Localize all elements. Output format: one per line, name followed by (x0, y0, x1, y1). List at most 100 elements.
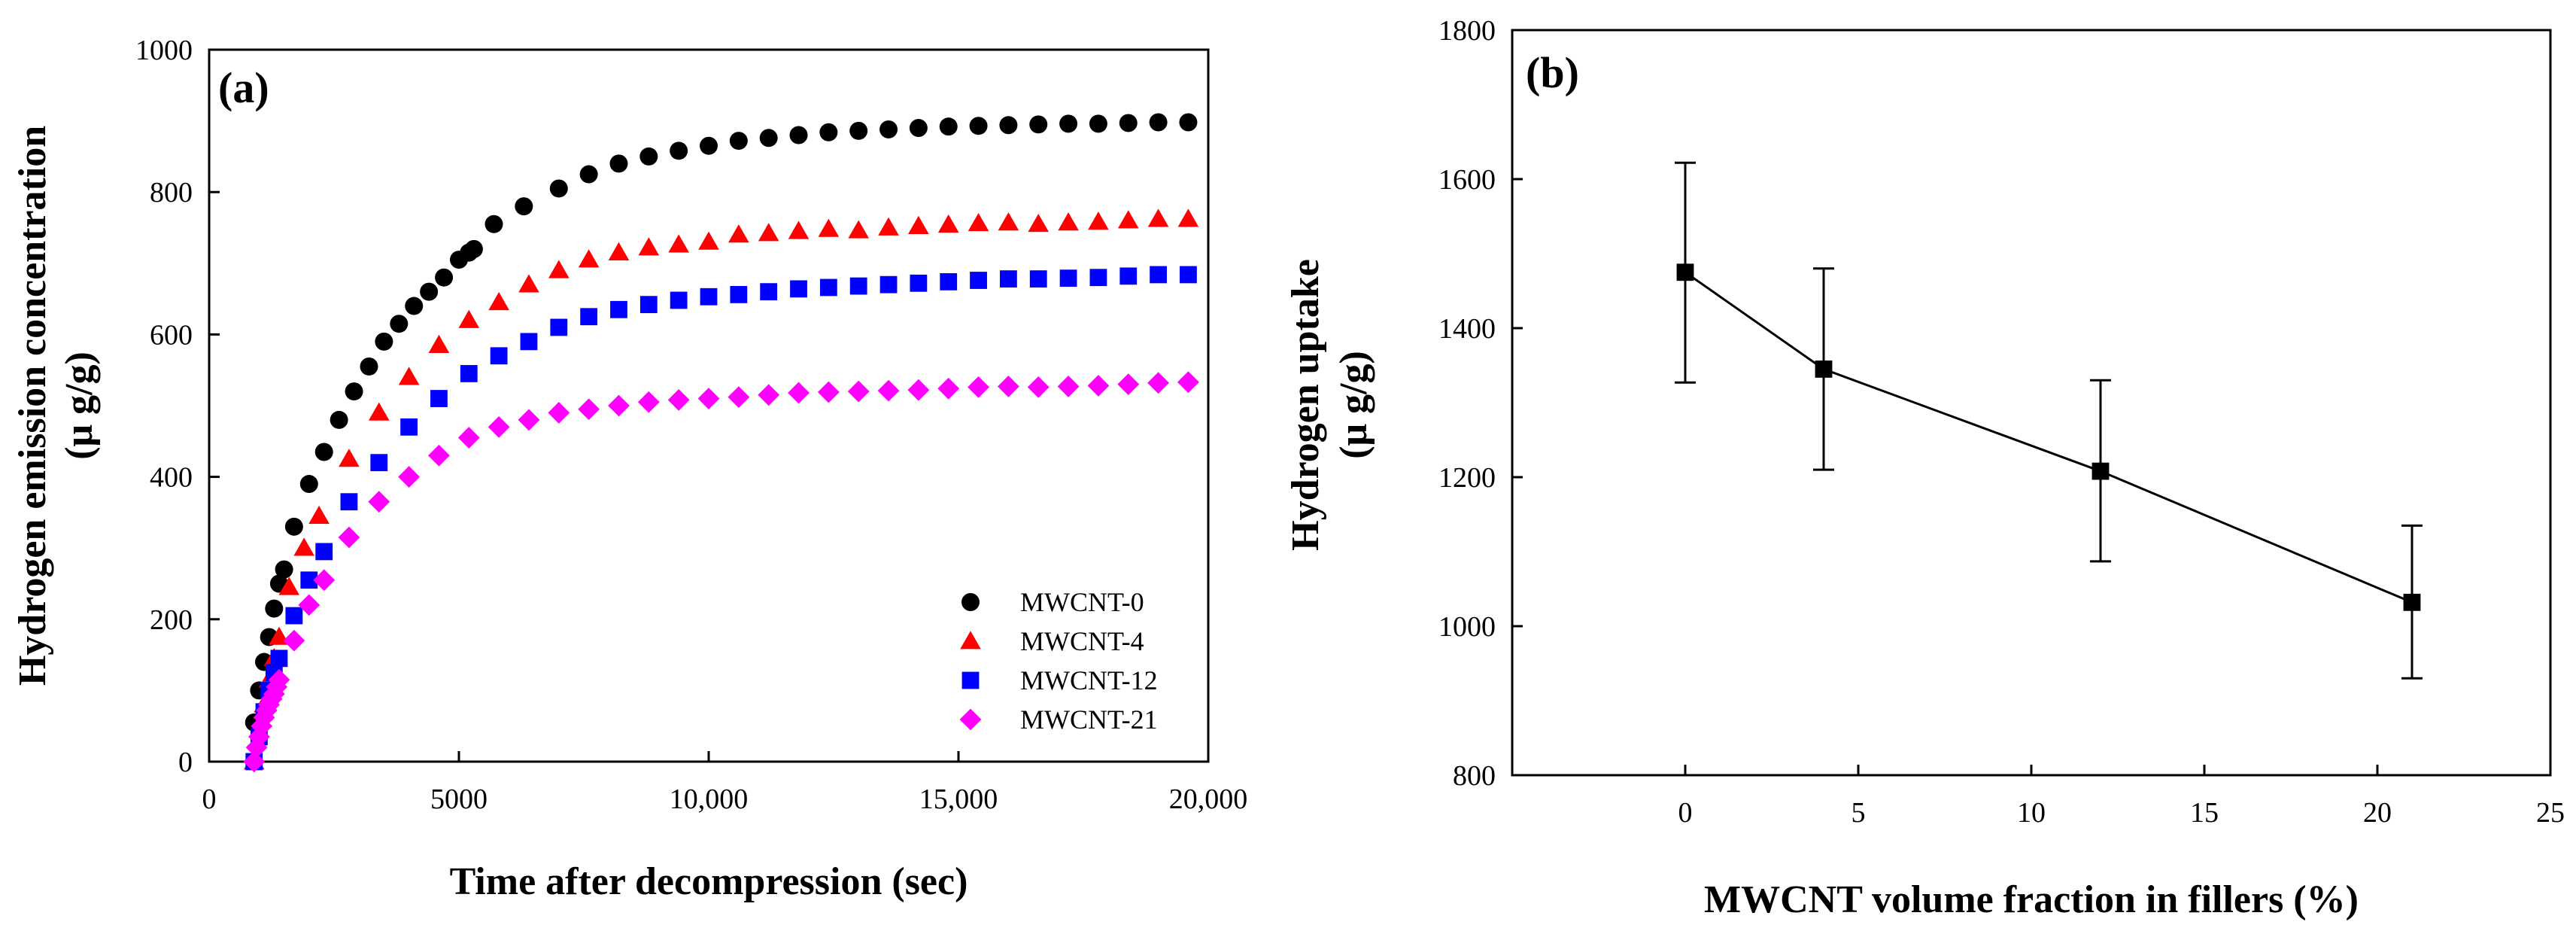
panel-a-y-tick-label: 600 (150, 319, 193, 351)
panel-a-point-mwcnt-12 (490, 347, 508, 365)
panel-b-series-line (1684, 271, 2413, 604)
panel-a-point-mwcnt-12 (1180, 266, 1197, 284)
panel-a-point-mwcnt-4 (608, 242, 630, 260)
panel-a-point-mwcnt-12 (300, 571, 318, 589)
panel-a-point-mwcnt-21 (457, 427, 480, 449)
panel-b-x-tick-label: 5 (1852, 797, 1866, 829)
panel-a-point-mwcnt-12 (460, 365, 478, 382)
panel-a-point-mwcnt-12 (670, 291, 688, 309)
panel-a-point-mwcnt-0 (360, 357, 378, 376)
panel-a-point-mwcnt-4 (1088, 211, 1109, 230)
panel-a-point-mwcnt-0 (275, 560, 293, 579)
panel-a-point-mwcnt-0 (969, 117, 988, 135)
panel-a-point-mwcnt-12 (285, 607, 303, 625)
panel-a-point-mwcnt-4 (1177, 208, 1199, 227)
panel-a-point-mwcnt-0 (435, 268, 454, 287)
panel-a-point-mwcnt-21 (1057, 376, 1080, 397)
panel-a-x-tick-label: 15,000 (919, 783, 998, 815)
panel-a-point-mwcnt-21 (1027, 376, 1050, 398)
panel-a-point-mwcnt-0 (330, 410, 348, 429)
panel-a-point-mwcnt-12 (1059, 269, 1077, 287)
panel-a-point-mwcnt-0 (939, 117, 958, 136)
panel-a-point-mwcnt-21 (298, 594, 320, 616)
panel-a-point-mwcnt-12 (790, 280, 807, 298)
panel-a-point-mwcnt-12 (940, 272, 958, 291)
panel-a-point-mwcnt-21 (637, 391, 660, 413)
legend-marker-mwcnt-0 (961, 593, 980, 611)
panel-a-point-mwcnt-21 (877, 379, 900, 402)
panel-b-x-tick-label: 0 (1678, 797, 1693, 829)
panel-a-point-mwcnt-0 (420, 282, 439, 301)
panel-a-point-mwcnt-0 (879, 120, 898, 138)
panel-a-point-mwcnt-0 (284, 517, 303, 536)
panel-a-point-mwcnt-12 (849, 277, 867, 295)
panel-a-point-mwcnt-12 (1089, 269, 1107, 287)
panel-a-point-mwcnt-4 (458, 309, 480, 328)
panel-b-x-tick-label: 15 (2190, 797, 2219, 829)
panel-a-point-mwcnt-21 (1147, 372, 1169, 394)
panel-a-x-axis-title: Time after decompression (sec) (450, 860, 968, 903)
panel-a-point-mwcnt-12 (520, 333, 538, 351)
panel-a-point-mwcnt-21 (313, 569, 336, 592)
panel-a-point-mwcnt-0 (1119, 114, 1138, 132)
panel-a-point-mwcnt-12 (370, 454, 388, 472)
panel-b: 0 5 10 15 20 25 800 1000 1200 1400 1600 1800 (b) M… (1284, 15, 2565, 921)
panel-a-point-mwcnt-4 (1028, 213, 1050, 233)
panel-a-y-tick-label: 1000 (135, 35, 193, 66)
panel-a-point-mwcnt-4 (698, 231, 719, 250)
panel-a-point-mwcnt-12 (970, 272, 987, 289)
panel-a-point-mwcnt-12 (400, 418, 418, 436)
panel-a-point-mwcnt-0 (405, 297, 424, 315)
panel-a-point-mwcnt-0 (670, 141, 688, 160)
panel-a-y-tick-label: 800 (150, 177, 193, 208)
legend-marker-mwcnt-12 (961, 671, 980, 689)
panel-a-point-mwcnt-4 (668, 234, 689, 253)
panel-a-point-mwcnt-4 (548, 260, 570, 278)
panel-a-point-mwcnt-0 (729, 132, 748, 151)
panel-a-point-mwcnt-0 (515, 197, 533, 216)
panel-a-point-mwcnt-12 (1150, 266, 1167, 284)
panel-a-point-mwcnt-21 (268, 668, 290, 691)
panel-a-point-mwcnt-4 (788, 221, 810, 239)
panel-a-point-mwcnt-4 (428, 334, 450, 353)
panel-a-point-mwcnt-12 (760, 283, 778, 301)
panel-a-point-mwcnt-21 (243, 750, 266, 773)
panel-a-point-mwcnt-21 (968, 376, 989, 398)
panel-a-x-tick-label: 0 (202, 783, 217, 815)
panel-b-label: (b) (1526, 48, 1579, 97)
panel-a-point-mwcnt-0 (1029, 115, 1048, 134)
panel-a-point-mwcnt-21 (368, 491, 390, 513)
panel-a-point-mwcnt-12 (910, 274, 928, 292)
panel-a-point-mwcnt-12 (819, 278, 837, 297)
panel-a-point-mwcnt-0 (390, 315, 409, 333)
panel-b-point (1815, 361, 1833, 378)
panel-a-point-mwcnt-21 (518, 409, 540, 431)
panel-a-point-mwcnt-0 (1089, 114, 1107, 133)
panel-a-point-mwcnt-0 (549, 179, 568, 198)
panel-a-point-mwcnt-4 (998, 212, 1019, 231)
panel-a-point-mwcnt-4 (968, 213, 989, 232)
panel-a-point-mwcnt-12 (1000, 270, 1017, 288)
panel-a-point-mwcnt-21 (788, 382, 810, 404)
panel-a: 0 5000 10,000 15,000 20,000 0 200 400 600 800 100… (11, 35, 1247, 903)
panel-a-point-mwcnt-4 (488, 292, 509, 311)
panel-a-point-mwcnt-12 (580, 308, 598, 326)
panel-a-point-mwcnt-21 (817, 381, 840, 403)
panel-a-point-mwcnt-0 (1059, 114, 1078, 133)
panel-a-point-mwcnt-0 (314, 443, 333, 461)
panel-a-point-mwcnt-0 (485, 214, 503, 233)
panel-b-point (2403, 593, 2421, 611)
panel-a-point-mwcnt-0 (759, 129, 778, 148)
panel-a-point-mwcnt-21 (697, 388, 720, 409)
panel-b-y-tick-label: 1200 (1438, 462, 1496, 494)
panel-a-point-mwcnt-4 (368, 402, 390, 421)
panel-a-point-mwcnt-0 (609, 154, 628, 173)
panel-a-point-mwcnt-21 (338, 526, 360, 549)
panel-a-point-mwcnt-4 (293, 537, 314, 556)
panel-a-point-mwcnt-4 (638, 237, 660, 256)
panel-a-y-axis-title-line2: (μ g/g) (58, 351, 101, 460)
panel-a-point-mwcnt-0 (464, 239, 483, 258)
panel-a-point-mwcnt-21 (608, 394, 630, 417)
panel-a-point-mwcnt-4 (818, 218, 840, 237)
panel-b-x-tick-label: 25 (2536, 797, 2565, 829)
